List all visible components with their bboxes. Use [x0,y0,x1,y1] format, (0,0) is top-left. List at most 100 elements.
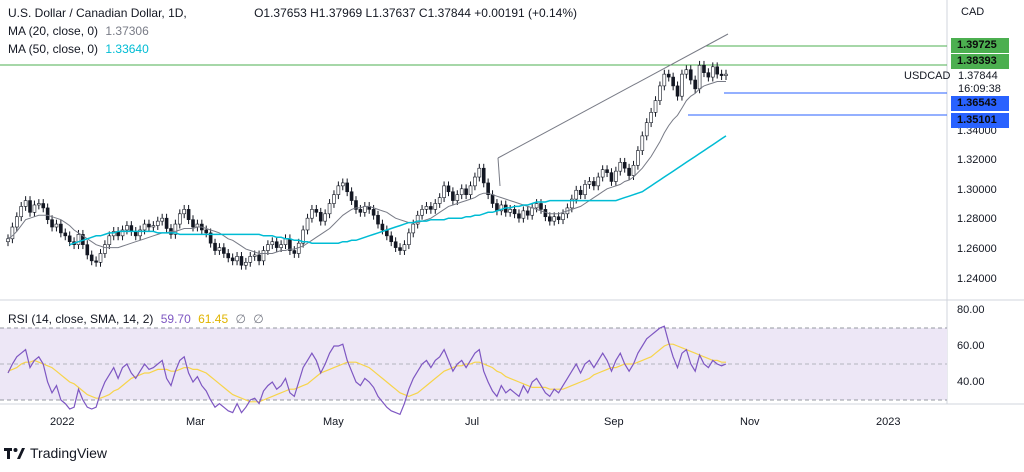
candle-body [666,73,671,78]
countdown-label: 16:09:38 [958,83,1001,95]
level-tag-1-35101[interactable]: 1.35101 [951,113,1009,128]
candle-body [354,200,358,210]
candle-body [318,212,323,222]
candle-body [380,223,385,231]
candle-body [574,189,579,200]
candle-body [208,232,213,244]
candle-body [486,182,490,195]
candle-body [274,241,279,248]
candle-body [305,217,310,231]
ma50-line [69,135,727,246]
rsi-tick-80: 80.00 [957,304,985,316]
candle-body [129,225,134,232]
candle-body [605,169,609,173]
candle-body [67,235,72,243]
candle-body [662,73,667,87]
candle-body [715,66,719,75]
candle-body [398,247,402,251]
time-label-sep: Sep [604,416,624,428]
candle-body [548,216,552,222]
candle-body [248,256,253,263]
candle-body [54,223,59,228]
candle-body [310,209,314,219]
legend-ma50[interactable]: MA (50, close, 0) 1.33640 [8,42,149,56]
candle-body [521,210,526,219]
candle-body [429,206,433,210]
candle-body [252,254,257,257]
candle-body [578,189,583,195]
price-tick-1-24: 1.24000 [957,273,997,285]
price-tick-1-34: 1.34000 [957,125,997,137]
candle-body [433,203,438,210]
candle-body [583,184,587,195]
candle-body [468,185,473,195]
candle-body [600,169,605,178]
candle-body [697,65,702,90]
legend-ma20[interactable]: MA (20, close, 0) 1.37306 [8,24,149,38]
rsi-extra-1: ∅ [235,312,246,326]
candle-body [59,223,63,234]
candle-body [512,209,517,215]
candle-body [151,225,156,228]
candle-body [76,234,81,245]
rsi-tick-60: 60.00 [957,340,985,352]
candle-body [473,176,477,187]
level-tag-1-39725[interactable]: 1.39725 [951,38,1009,53]
candle-body [345,182,349,193]
ma20-value: 1.37306 [105,24,149,38]
candle-body [534,203,539,209]
legend-rsi[interactable]: RSI (14, close, SMA, 14, 2) 59.70 61.45 … [8,312,264,326]
candle-body [446,185,451,193]
candle-body [631,164,636,176]
candle-body [688,69,693,81]
candle-body [204,229,209,234]
ma20-line [7,81,726,254]
level-tag-1-36543[interactable]: 1.36543 [951,96,1009,111]
candle-body [455,194,460,201]
candle-body [675,85,680,97]
candle-body [41,203,46,209]
candle-body [164,217,169,229]
candle-body [186,209,191,220]
currency-label: CAD [961,6,984,18]
candle-body [226,253,231,259]
tradingview-watermark[interactable]: TradingView [4,441,107,465]
candle-body [138,229,142,237]
candle-body [618,162,623,172]
candle-body [702,65,706,73]
last-price-label: 1.37844 [958,70,998,82]
candle-body [587,181,592,185]
trend-line-connector [497,157,501,187]
candle-body [710,66,715,78]
trend-line[interactable] [497,33,729,159]
candle-body [459,188,464,195]
tradingview-logo-icon [4,448,25,459]
candle-body [693,79,697,90]
candle-body [213,242,217,251]
candle-body [517,213,521,219]
price-ticks: 1.34000 1.32000 1.30000 1.28000 1.26000 … [957,125,997,285]
candle-body [622,162,627,169]
time-label-2023: 2023 [876,416,900,428]
candle-body [125,225,129,231]
time-label-jul: Jul [465,416,479,428]
legend-symbol[interactable]: U.S. Dollar / Canadian Dollar, 1D, O1.37… [8,6,577,20]
price-tick-1-32: 1.32000 [957,154,997,166]
price-tick-1-26: 1.26000 [957,243,997,255]
candle-body [499,204,504,212]
candle-body [85,244,90,256]
candle-body [561,213,565,220]
level-tag-1-38393[interactable]: 1.38393 [951,54,1009,69]
ohlc-values: O1.37653 H1.37969 L1.37637 C1.37844 +0.0… [254,6,578,20]
candle-body [592,181,596,187]
candle-body [556,216,561,220]
candle-body [301,229,305,244]
candle-body [539,203,543,210]
candle-body [6,238,10,243]
candle-body [107,235,112,245]
candle-body [222,247,226,254]
rsi-extra-2: ∅ [253,312,264,326]
candle-body [393,241,398,248]
candle-body [349,191,354,201]
